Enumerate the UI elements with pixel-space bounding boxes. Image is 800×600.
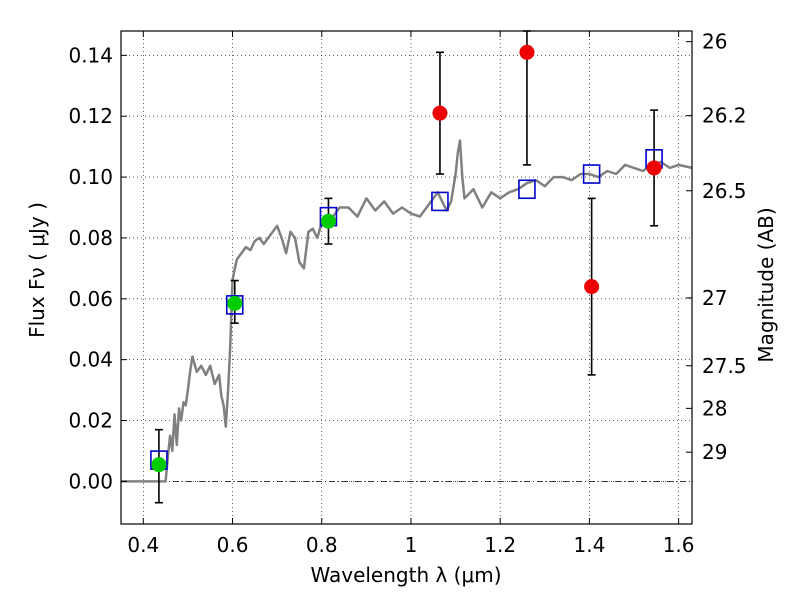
red-point: [646, 160, 662, 176]
model-box: [431, 191, 449, 212]
model-box: [518, 179, 536, 200]
y2-axis-label: Magnitude (AB): [754, 207, 778, 362]
detection-point: [151, 457, 167, 473]
y-tick-label: 0.14: [68, 43, 113, 67]
detection-point: [320, 213, 336, 229]
y2-tick-label: 29: [702, 440, 727, 464]
y-tick-label: 0.00: [68, 469, 113, 493]
x-tick-label: 0.8: [306, 533, 338, 557]
plot-frame: [120, 30, 693, 525]
y2-tick-label: 28: [702, 396, 727, 420]
y-tick-label: 0.08: [68, 226, 113, 250]
y2-tick-label: 26: [702, 30, 727, 54]
red-point: [432, 105, 448, 121]
x-tick-label: 1.2: [484, 533, 516, 557]
y-axis-label: Flux Fν ( μJy ): [25, 202, 49, 338]
x-axis-ticks: 0.4 0.6 0.8 1 1.2 1.4 1.6: [127, 31, 695, 557]
y2-tick-label: 26.5: [702, 179, 747, 203]
y-tick-label: 0.04: [68, 348, 113, 372]
observed-points: [151, 44, 662, 473]
y-tick-label: 0.10: [68, 165, 113, 189]
y2-tick-label: 26.2: [702, 104, 747, 128]
x-tick-label: 0.6: [217, 533, 249, 557]
model-box: [582, 164, 601, 184]
x-tick-label: 1.4: [573, 533, 605, 557]
error-bars: [154, 30, 659, 504]
y2-axis-ticks: 26 26.2 26.5 27 27.5 28 29: [686, 30, 747, 464]
red-point: [584, 279, 600, 295]
x-axis-label: Wavelength λ (μm): [310, 563, 501, 587]
x-tick-label: 1: [405, 533, 418, 557]
detection-point: [227, 295, 243, 311]
y-tick-label: 0.06: [68, 287, 113, 311]
y-axis-ticks: 0.00 0.02 0.04 0.06 0.08 0.10 0.12 0.14: [68, 43, 127, 493]
red-point: [519, 44, 535, 60]
model-spectrum-line: [121, 139, 693, 483]
y2-tick-label: 27: [702, 286, 727, 310]
y-tick-label: 0.02: [68, 409, 113, 433]
x-tick-label: 1.6: [663, 533, 695, 557]
model-spectrum: [121, 139, 693, 483]
y-tick-label: 0.12: [68, 104, 113, 128]
x-tick-label: 0.4: [127, 533, 159, 557]
y2-tick-label: 27.5: [702, 354, 747, 378]
